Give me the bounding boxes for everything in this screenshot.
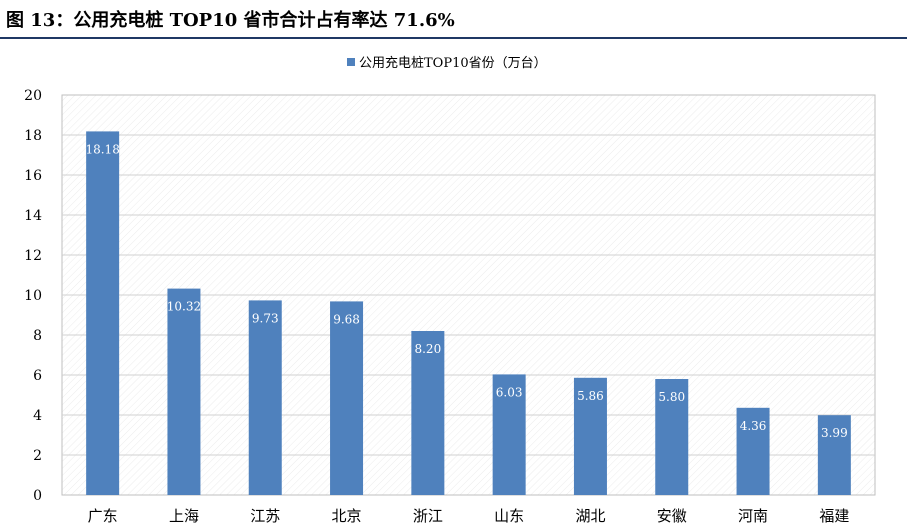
- bar: [817, 415, 851, 495]
- x-tick-label: 北京: [332, 507, 362, 525]
- bar: [167, 288, 201, 495]
- bar-value-label: 8.20: [414, 342, 441, 356]
- y-tick-label: 12: [24, 248, 42, 264]
- y-tick-label: 0: [33, 488, 42, 504]
- bar-value-label: 5.86: [577, 389, 604, 403]
- x-tick-label: 山东: [494, 507, 524, 525]
- bar: [573, 377, 607, 495]
- bar: [411, 331, 445, 495]
- bar: [248, 300, 282, 495]
- y-tick-label: 16: [24, 168, 42, 184]
- bar: [86, 131, 120, 495]
- y-tick-label: 10: [24, 288, 42, 304]
- x-tick-label: 上海: [169, 507, 199, 525]
- x-tick-label: 福建: [819, 507, 849, 525]
- bar: [330, 301, 364, 495]
- x-tick-label: 安徽: [657, 507, 687, 525]
- y-tick-label: 8: [33, 328, 42, 344]
- x-tick-label: 河南: [738, 507, 768, 525]
- y-tick-label: 20: [24, 88, 42, 104]
- y-tick-label: 14: [24, 208, 42, 224]
- figure-title: 图 13：公用充电桩 TOP10 省市合计占有率达 71.6%: [6, 10, 455, 31]
- x-axis: 广东 上海 江苏 北京 浙江 山东 湖北 安徽 河南 福建: [88, 507, 850, 525]
- x-tick-label: 浙江: [413, 507, 443, 525]
- y-tick-label: 6: [33, 368, 42, 384]
- x-tick-label: 湖北: [575, 507, 605, 525]
- bar: [736, 407, 770, 495]
- bars: 18.18 10.32 9.73 9.68 8.20 6.03 5.86 5.80 4.36 3.…: [85, 131, 851, 495]
- x-tick-label: 江苏: [250, 507, 280, 525]
- bar-value-label: 10.32: [167, 300, 201, 314]
- bar-value-label: 9.73: [252, 311, 279, 325]
- bar-value-label: 18.18: [85, 142, 119, 156]
- x-tick-label: 广东: [88, 507, 118, 525]
- bar-value-label: 4.36: [740, 419, 767, 433]
- legend-label: 公用充电桩TOP10省份（万台）: [359, 55, 547, 71]
- bar-value-label: 9.68: [333, 312, 360, 326]
- y-tick-label: 18: [24, 128, 42, 144]
- y-tick-label: 4: [33, 408, 42, 424]
- legend: 公用充电桩TOP10省份（万台）: [347, 55, 547, 71]
- y-axis: 0 2 4 6 8 10 12 14 16 18 20: [24, 88, 42, 504]
- legend-swatch: [347, 58, 355, 66]
- y-tick-label: 2: [33, 448, 42, 464]
- bar: [655, 379, 689, 495]
- bar-value-label: 3.99: [821, 426, 848, 440]
- bar: [492, 374, 526, 495]
- bar-value-label: 5.80: [658, 390, 685, 404]
- bar-value-label: 6.03: [496, 385, 523, 399]
- title-rule: [0, 37, 907, 39]
